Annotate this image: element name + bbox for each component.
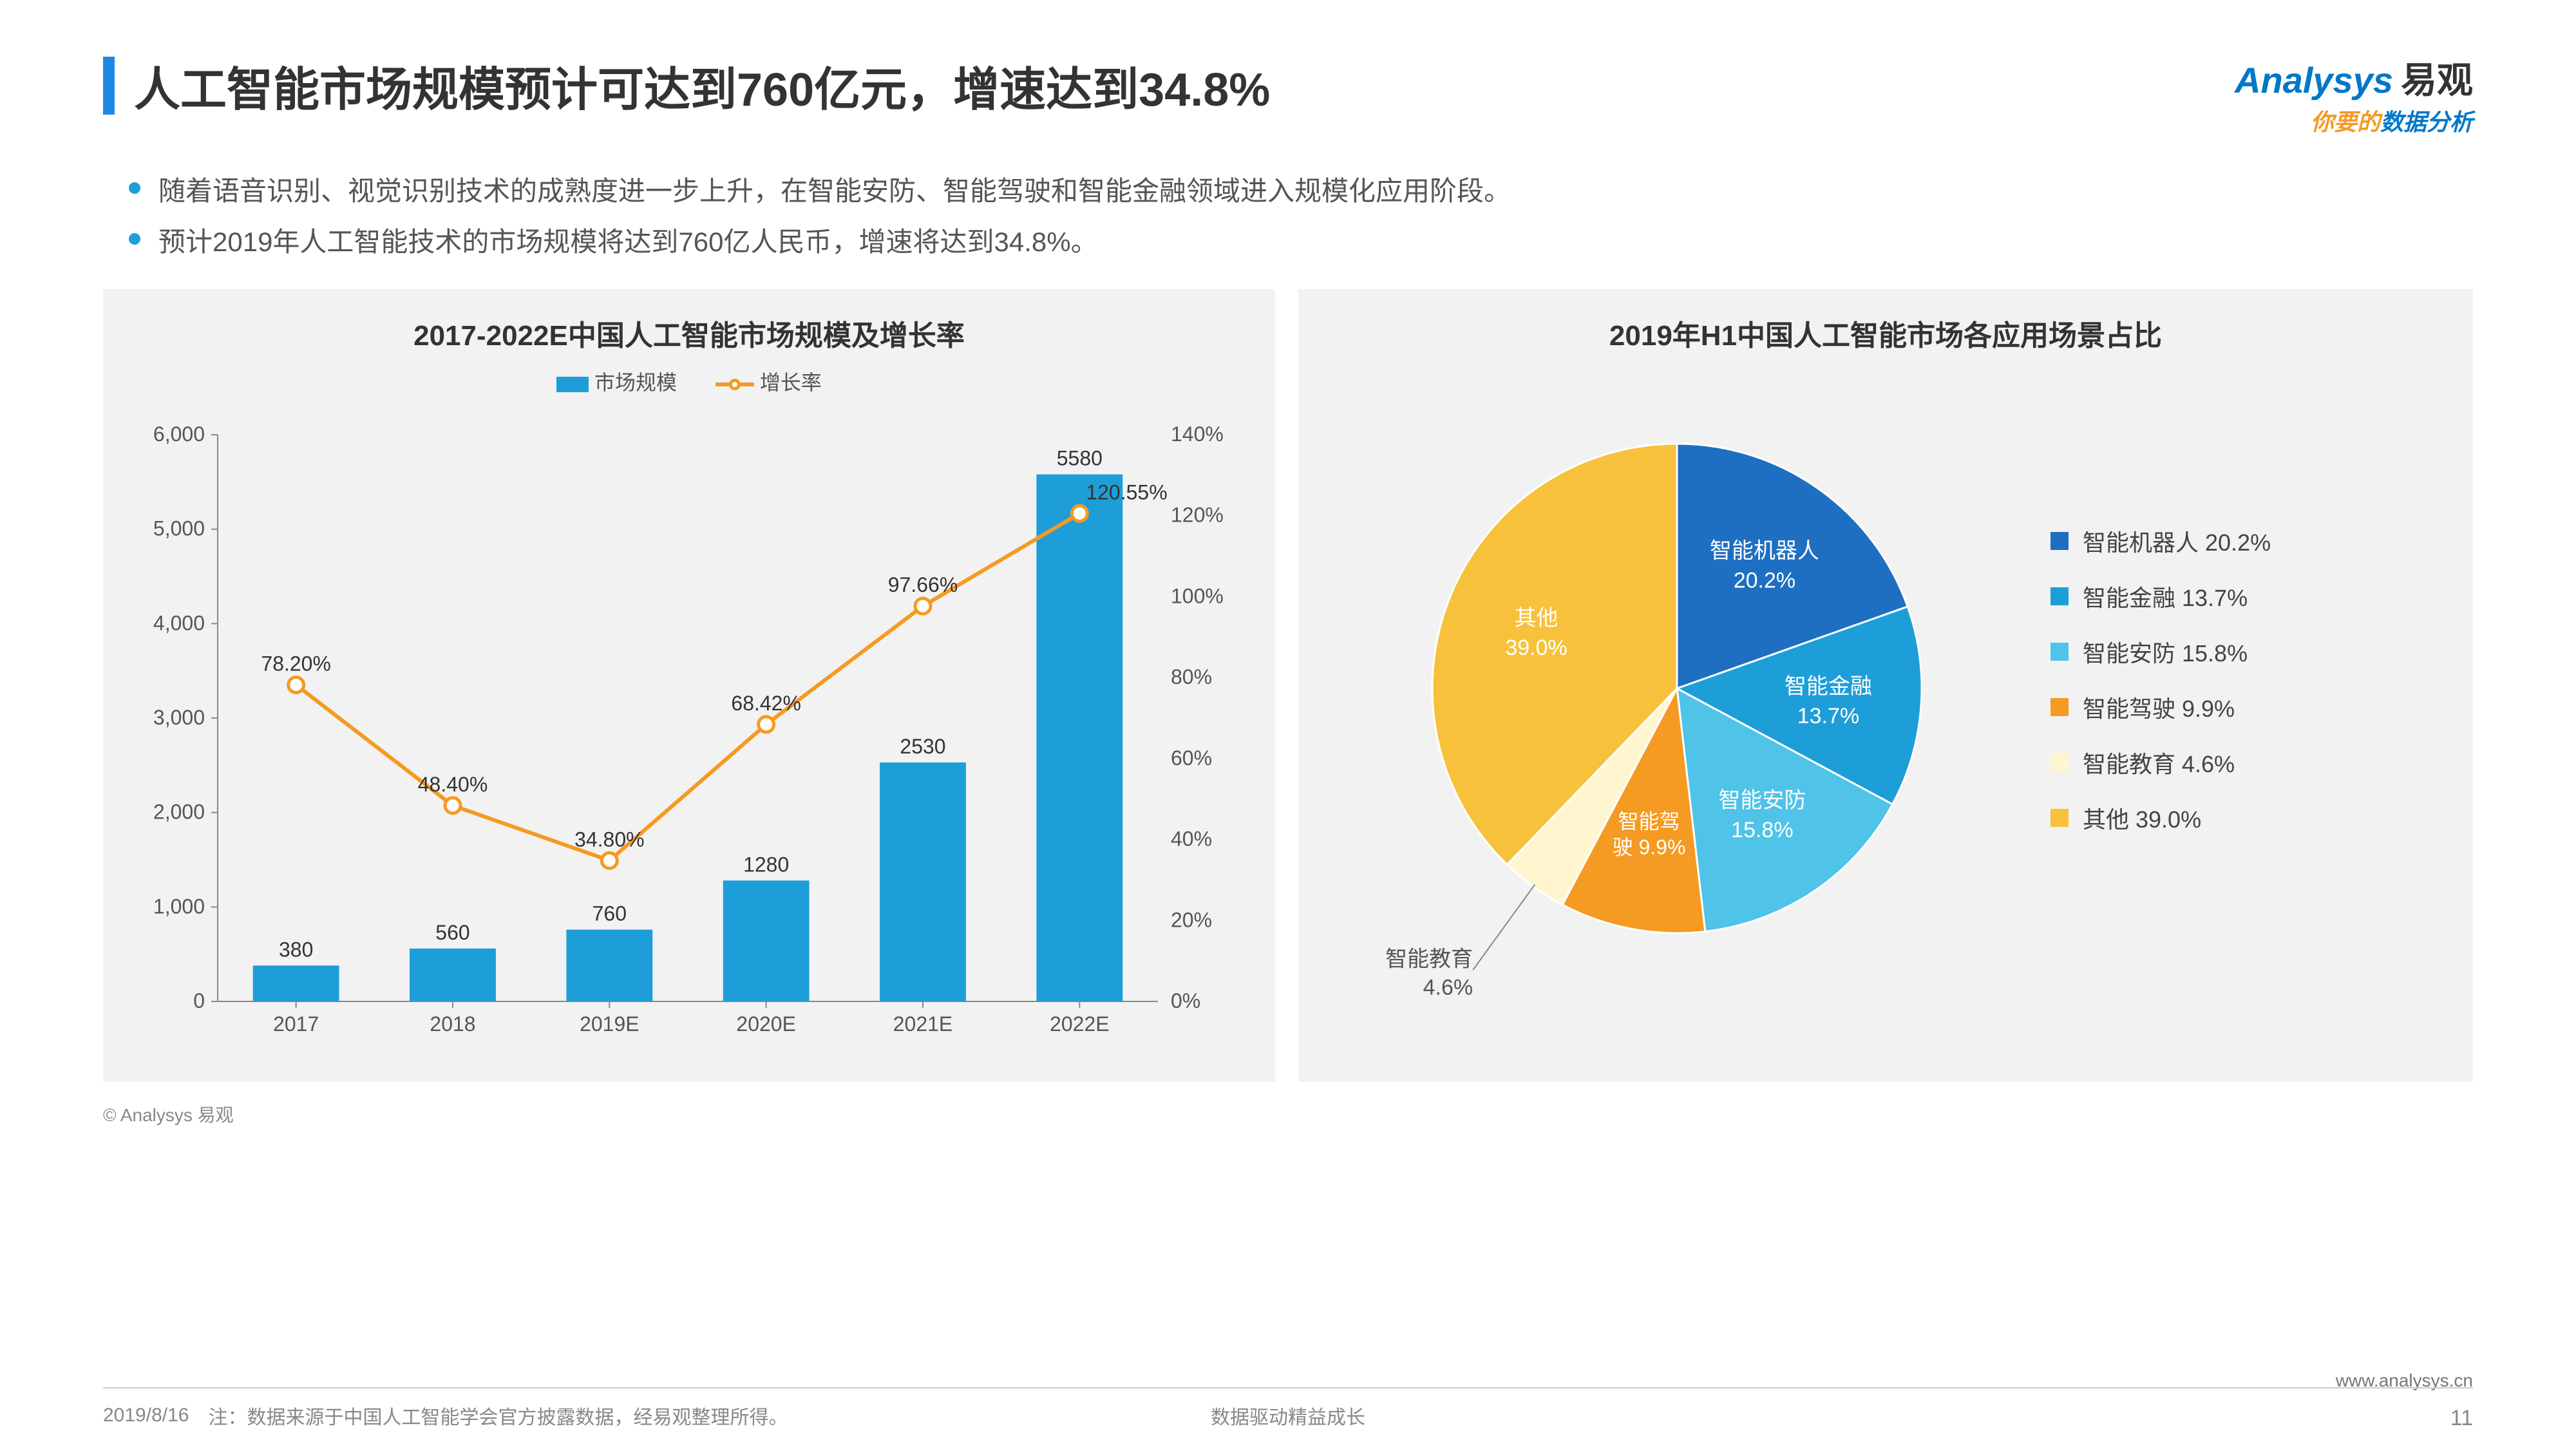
logo-tagline: 你要的数据分析: [2235, 104, 2473, 137]
logo-cn: 易观: [2401, 60, 2473, 100]
svg-text:2530: 2530: [900, 735, 945, 758]
svg-text:15.8%: 15.8%: [1731, 818, 1793, 842]
footer-center: 数据驱动精益成长: [1211, 1401, 1365, 1430]
svg-text:140%: 140%: [1171, 422, 1224, 446]
svg-text:2020E: 2020E: [736, 1012, 796, 1036]
svg-text:13.7%: 13.7%: [1797, 704, 1859, 728]
pie-legend-item: 智能机器人 20.2%: [2050, 524, 2271, 558]
svg-text:100%: 100%: [1171, 585, 1224, 608]
page-title: 人工智能市场规模预计可达到760亿元，增速达到34.8%: [134, 52, 1270, 119]
pie-chart-legend: 智能机器人 20.2% 智能金融 13.7% 智能安防 15.8% 智能驾驶 9.9%…: [2050, 524, 2271, 857]
pie-legend-item: 智能驾驶 9.9%: [2050, 690, 2271, 724]
bullet-list: 随着语音识别、视觉识别技术的成熟度进一步上升，在智能安防、智能驾驶和智能金融领域…: [129, 169, 2473, 263]
pie-legend-item: 智能教育 4.6%: [2050, 746, 2271, 779]
svg-text:智能金融: 智能金融: [1785, 674, 1872, 699]
pie-chart-panel: 2019年H1中国人工智能市场各应用场景占比 智能机器人 20.2% 智能金融 13.…: [1298, 289, 2473, 1082]
svg-text:2,000: 2,000: [153, 800, 205, 824]
bar-line-chart-panel: 2017-2022E中国人工智能市场规模及增长率 市场规模 增长率 0 1,000…: [103, 289, 1275, 1082]
svg-text:560: 560: [435, 921, 469, 944]
svg-text:120%: 120%: [1171, 504, 1224, 527]
svg-text:1,000: 1,000: [153, 895, 205, 918]
svg-text:其他: 其他: [1515, 606, 1558, 630]
svg-text:40%: 40%: [1171, 828, 1212, 851]
footer-note: 注：数据来源于中国人工智能学会官方披露数据，经易观整理所得。: [208, 1401, 788, 1430]
svg-text:0: 0: [193, 989, 205, 1012]
pie-chart: 智能机器人 20.2% 智能金融 13.7% 智能安防 15.8% 智能驾驶 9.9% 智能教…: [1316, 366, 2025, 1010]
source-note: © Analysys 易观: [103, 1101, 2473, 1127]
svg-text:68.42%: 68.42%: [731, 692, 801, 715]
svg-text:380: 380: [279, 938, 313, 961]
svg-text:5580: 5580: [1057, 447, 1103, 470]
svg-text:39.0%: 39.0%: [1505, 636, 1567, 660]
bullet-item: 预计2019年人工智能技术的市场规模将达到760亿人民币，增速将达到34.8%。: [129, 220, 2473, 263]
svg-text:78.20%: 78.20%: [261, 652, 331, 676]
svg-text:97.66%: 97.66%: [888, 574, 958, 597]
svg-text:4.6%: 4.6%: [1423, 976, 1473, 1000]
svg-text:60%: 60%: [1171, 746, 1212, 770]
footer: 2019/8/16 注：数据来源于中国人工智能学会官方披露数据，经易观整理所得。…: [103, 1387, 2473, 1430]
svg-text:智能机器人: 智能机器人: [1710, 539, 1819, 564]
svg-text:1280: 1280: [743, 853, 789, 876]
svg-text:48.40%: 48.40%: [418, 773, 488, 796]
svg-text:智能安防: 智能安防: [1718, 788, 1806, 813]
svg-text:20%: 20%: [1171, 909, 1212, 932]
footer-date: 2019/8/16: [103, 1405, 189, 1426]
svg-text:2017: 2017: [273, 1012, 319, 1036]
page-number: 11: [2450, 1406, 2473, 1431]
header: 人工智能市场规模预计可达到760亿元，增速达到34.8% Analysys易观 …: [103, 52, 2473, 137]
bar-chart-legend: 市场规模 增长率: [121, 366, 1257, 396]
bullet-item: 随着语音识别、视觉识别技术的成熟度进一步上升，在智能安防、智能驾驶和智能金融领域…: [129, 169, 2473, 213]
svg-text:4,000: 4,000: [153, 612, 205, 635]
svg-text:5,000: 5,000: [153, 517, 205, 540]
svg-text:2021E: 2021E: [893, 1012, 953, 1036]
bar-line-chart: 0 1,000 2,000 3,000 4,000 5,000 6,000 0% 20% 40% 6…: [121, 409, 1255, 1053]
svg-text:2022E: 2022E: [1050, 1012, 1110, 1036]
svg-text:20.2%: 20.2%: [1734, 569, 1795, 593]
pie-legend-item: 其他 39.0%: [2050, 801, 2271, 835]
svg-text:120.55%: 120.55%: [1086, 481, 1167, 504]
svg-text:3,000: 3,000: [153, 706, 205, 729]
svg-text:驶 9.9%: 驶 9.9%: [1613, 836, 1686, 859]
svg-text:智能驾: 智能驾: [1618, 810, 1680, 833]
pie-legend-item: 智能金融 13.7%: [2050, 580, 2271, 613]
svg-text:6,000: 6,000: [153, 422, 205, 446]
svg-text:0%: 0%: [1171, 989, 1200, 1012]
svg-text:34.80%: 34.80%: [574, 828, 645, 851]
brand-logo: Analysys易观 你要的数据分析: [2235, 52, 2473, 137]
pie-legend-item: 智能安防 15.8%: [2050, 635, 2271, 668]
bar-chart-title: 2017-2022E中国人工智能市场规模及增长率: [121, 312, 1257, 354]
title-accent-bar: [103, 57, 115, 115]
svg-text:智能教育: 智能教育: [1385, 947, 1473, 972]
pie-chart-title: 2019年H1中国人工智能市场各应用场景占比: [1316, 312, 2455, 354]
logo-en: Analysys: [2235, 60, 2393, 100]
svg-text:760: 760: [592, 902, 627, 925]
svg-text:2019E: 2019E: [580, 1012, 639, 1036]
svg-text:2018: 2018: [430, 1012, 475, 1036]
svg-text:80%: 80%: [1171, 666, 1212, 689]
